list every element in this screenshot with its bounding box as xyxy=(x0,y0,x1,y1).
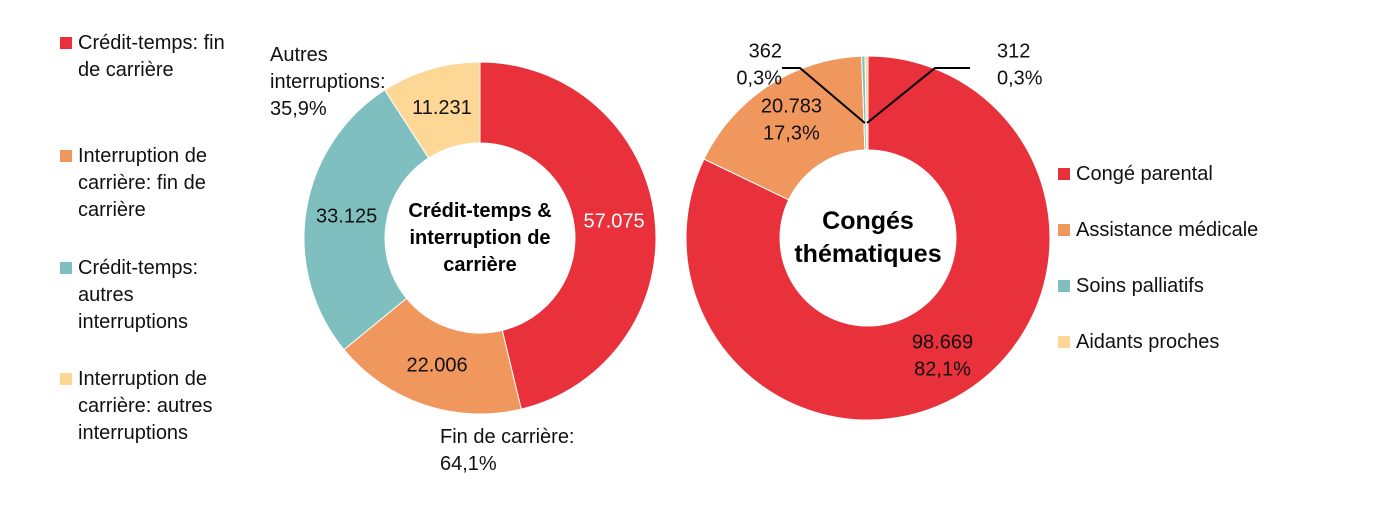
data-label: 17,3% xyxy=(763,123,820,145)
legend-swatch xyxy=(60,373,72,385)
legend-swatch xyxy=(1058,168,1070,180)
legend-entry: Crédit-temps: fin de carrière xyxy=(60,30,248,84)
data-label: 20.783 xyxy=(761,96,822,118)
legend-swatch xyxy=(1058,224,1070,236)
data-label: 98.669 xyxy=(912,331,973,353)
donut-slice xyxy=(384,61,481,159)
data-label: 11.231 xyxy=(412,97,472,119)
legend-entry: Interruption de carrière: fin de carrièr… xyxy=(60,143,248,224)
donut-slice xyxy=(303,89,430,351)
leader-line xyxy=(866,67,970,124)
annotation: Autres interruptions: 35,9% xyxy=(270,44,386,120)
data-label: 22.006 xyxy=(406,354,467,376)
donut-slice xyxy=(864,55,869,151)
center-title: Crédit-temps & interruption de carrière xyxy=(408,200,552,276)
data-label: 362 xyxy=(749,40,782,62)
legend-entry: Assistance médicale xyxy=(1058,217,1276,244)
center-title: Congés thématiques xyxy=(794,207,942,268)
legend-entry: Crédit-temps: autres interruptions xyxy=(60,255,248,336)
donut-slice xyxy=(685,55,1051,421)
legend-swatch xyxy=(60,262,72,274)
data-label: 33.125 xyxy=(316,205,377,227)
data-label: 0,3% xyxy=(997,67,1043,89)
donut-slice xyxy=(479,61,657,410)
legend-swatch xyxy=(60,150,72,162)
annotation: Fin de carrière: 64,1% xyxy=(440,426,575,475)
legend-entry: Congé parental xyxy=(1058,161,1276,188)
legend-swatch xyxy=(1058,280,1070,292)
data-label: 57.075 xyxy=(583,210,644,232)
data-label: 312 xyxy=(997,40,1030,62)
legend-entry: Soins palliatifs xyxy=(1058,273,1276,300)
data-label: 82,1% xyxy=(914,358,971,380)
donut-slice xyxy=(703,55,866,201)
legend-swatch xyxy=(60,37,72,49)
legend-swatch xyxy=(1058,336,1070,348)
leader-line xyxy=(782,67,866,124)
legend-entry: Aidants proches xyxy=(1058,329,1276,356)
data-label: 0,3% xyxy=(736,67,782,89)
legend-entry: Interruption de carrière: autres interru… xyxy=(60,366,248,447)
